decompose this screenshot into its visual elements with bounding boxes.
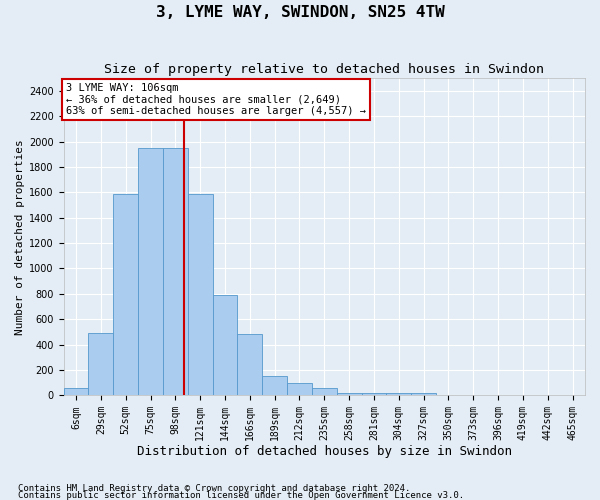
Bar (287, 384, 312, 396)
Bar (163, 148, 188, 396)
Bar (362, 393, 386, 396)
Bar (262, 376, 287, 396)
Bar (88, 333, 113, 396)
Text: 3, LYME WAY, SWINDON, SN25 4TW: 3, LYME WAY, SWINDON, SN25 4TW (155, 5, 445, 20)
Y-axis label: Number of detached properties: Number of detached properties (15, 139, 25, 334)
Title: Size of property relative to detached houses in Swindon: Size of property relative to detached ho… (104, 62, 544, 76)
Text: Contains HM Land Registry data © Crown copyright and database right 2024.: Contains HM Land Registry data © Crown c… (18, 484, 410, 493)
Bar (64, 388, 88, 396)
Text: 3 LYME WAY: 106sqm
← 36% of detached houses are smaller (2,649)
63% of semi-deta: 3 LYME WAY: 106sqm ← 36% of detached hou… (66, 83, 366, 116)
Bar (212, 295, 238, 396)
Bar (113, 194, 138, 396)
Bar (138, 148, 163, 396)
Text: Contains public sector information licensed under the Open Government Licence v3: Contains public sector information licen… (18, 491, 464, 500)
X-axis label: Distribution of detached houses by size in Swindon: Distribution of detached houses by size … (137, 444, 512, 458)
Bar (238, 334, 262, 396)
Bar (312, 388, 337, 396)
Bar (386, 393, 411, 396)
Bar (188, 194, 212, 396)
Bar (411, 393, 436, 396)
Bar (337, 393, 362, 396)
